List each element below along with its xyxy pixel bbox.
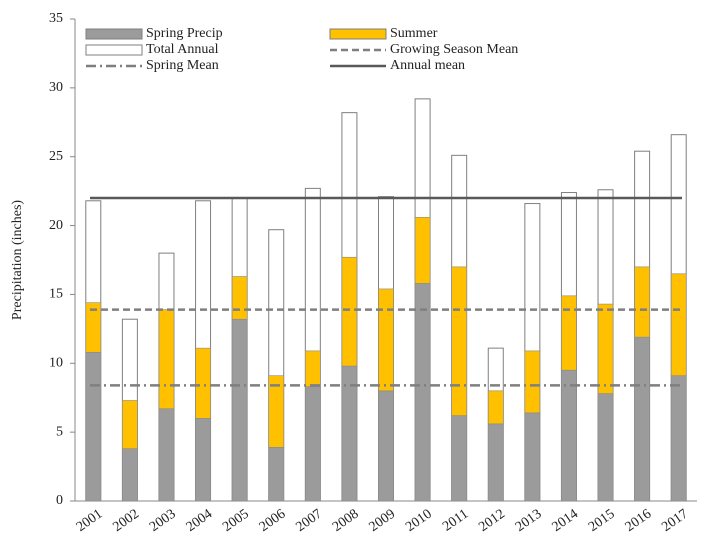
- y-tick-label: 35: [49, 11, 63, 26]
- y-tick-label: 20: [49, 218, 63, 233]
- x-tick-label: 2001: [74, 507, 106, 535]
- bar: [597, 393, 614, 502]
- bar: [341, 256, 358, 367]
- bar: [561, 295, 577, 371]
- bar: [195, 347, 211, 419]
- x-tick-label: 2013: [513, 507, 545, 535]
- bar: [305, 386, 321, 502]
- bar: [451, 266, 467, 416]
- x-tick-label: 2015: [586, 507, 618, 535]
- bar: [305, 350, 321, 387]
- bar: [122, 448, 138, 502]
- x-tick-label: 2005: [220, 507, 252, 535]
- bar: [414, 217, 431, 284]
- y-tick-label: 15: [49, 287, 63, 302]
- x-tick-label: 2016: [623, 507, 655, 535]
- x-tick-label: 2003: [147, 507, 179, 535]
- legend-label: Growing Season Mean: [390, 42, 518, 57]
- y-axis-title: Precipitation (inches): [10, 200, 25, 320]
- x-tick-label: 2012: [476, 507, 508, 535]
- bar: [268, 446, 285, 502]
- y-tick-label: 30: [49, 80, 63, 95]
- bar: [451, 415, 467, 502]
- x-tick-label: 2009: [367, 507, 399, 535]
- bar: [634, 336, 650, 502]
- bar: [158, 309, 175, 410]
- bar: [524, 412, 541, 502]
- x-tick-label: 2014: [550, 507, 582, 535]
- legend-swatch: [85, 28, 143, 40]
- bar: [670, 375, 687, 502]
- y-tick-label: 10: [49, 356, 63, 371]
- legend-label: Total Annual: [146, 42, 219, 57]
- bar: [487, 390, 504, 425]
- legend-swatch: [85, 44, 143, 56]
- bar: [122, 400, 138, 449]
- y-tick-label: 5: [56, 424, 63, 439]
- legend-label: Summer: [390, 26, 438, 41]
- bar: [634, 266, 650, 338]
- x-tick-label: 2007: [293, 507, 325, 535]
- bar: [268, 375, 285, 448]
- bar: [85, 302, 102, 353]
- legend-label: Annual mean: [390, 58, 465, 73]
- bar: [158, 408, 175, 502]
- x-tick-label: 2002: [110, 507, 142, 535]
- bar: [597, 303, 614, 394]
- bar: [670, 273, 687, 376]
- bar: [561, 369, 577, 502]
- legend-label: Spring Mean: [146, 58, 219, 73]
- x-tick-label: 2008: [330, 507, 362, 535]
- bar: [378, 390, 394, 502]
- bar: [85, 351, 102, 502]
- bar: [378, 288, 394, 392]
- bar: [487, 423, 504, 502]
- legend-label: Spring Precip: [146, 26, 223, 41]
- y-tick-label: 0: [56, 493, 63, 508]
- x-tick-label: 2010: [403, 507, 435, 535]
- x-tick-label: 2017: [659, 507, 691, 535]
- bar: [231, 318, 248, 502]
- bar: [231, 276, 248, 320]
- x-tick-label: 2006: [257, 507, 289, 535]
- bar: [524, 350, 541, 414]
- x-tick-label: 2011: [440, 507, 471, 535]
- bar: [195, 418, 211, 502]
- y-tick-label: 25: [49, 149, 63, 164]
- legend-swatch: [329, 28, 387, 40]
- bar: [414, 283, 431, 502]
- x-tick-label: 2004: [184, 507, 216, 535]
